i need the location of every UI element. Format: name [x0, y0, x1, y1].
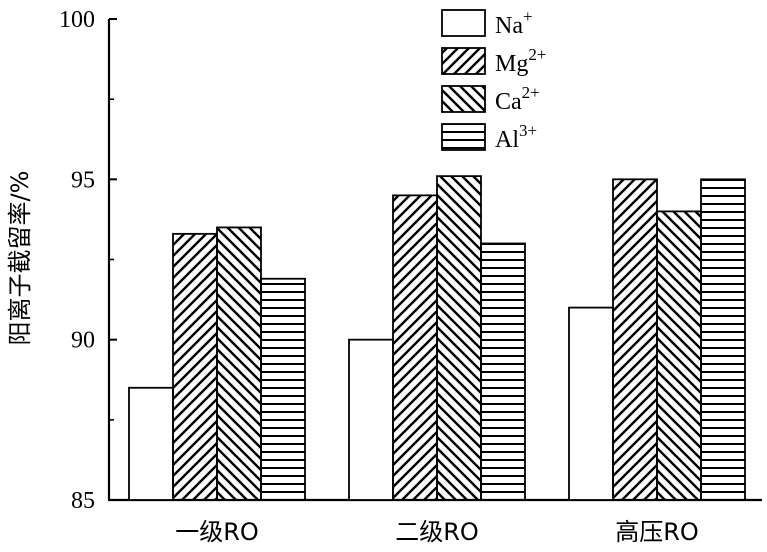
- x-category-label: 一级RO: [175, 518, 259, 546]
- y-tick-label: 90: [71, 328, 95, 354]
- bar-al-2: [480, 242, 526, 501]
- y-tick-label: 100: [59, 7, 95, 33]
- bar-mg-3: [612, 178, 658, 501]
- legend-swatch-na: [441, 9, 486, 37]
- bar-na-1: [128, 386, 174, 501]
- legend-charge: 2+: [528, 45, 546, 64]
- bar-mg-2: [392, 194, 438, 501]
- legend-label-mg: Mg2+: [495, 45, 546, 77]
- bar-na-2: [348, 338, 394, 501]
- legend-swatch-ca: [441, 85, 486, 113]
- bar-ca-3: [656, 210, 702, 501]
- legend-swatch-mg: [441, 47, 486, 75]
- legend-charge: 2+: [522, 83, 540, 102]
- x-axis-labels: 一级RO 二级RO 高压RO: [175, 518, 699, 546]
- legend: Na+ Mg2+ Ca2+ Al3+: [441, 7, 546, 153]
- x-category-label: 高压RO: [615, 518, 699, 546]
- bars-group: [128, 175, 746, 501]
- legend-label-ca: Ca2+: [495, 83, 540, 115]
- bar-al-3: [700, 178, 746, 501]
- bar-ca-1: [216, 226, 262, 501]
- legend-swatch-al: [441, 123, 486, 151]
- bar-mg-1: [172, 232, 218, 501]
- legend-charge: +: [523, 7, 533, 26]
- bar-al-1: [260, 277, 306, 501]
- y-axis-title: 阳离子截留率/%: [6, 171, 34, 346]
- x-category-label: 二级RO: [395, 518, 479, 546]
- legend-label-na: Na+: [495, 7, 533, 39]
- bar-na-3: [568, 306, 614, 501]
- y-tick-label: 95: [71, 167, 95, 193]
- legend-charge: 3+: [519, 121, 537, 140]
- legend-label-al: Al3+: [495, 121, 537, 153]
- bar-ca-2: [436, 175, 482, 501]
- y-tick-label: 85: [71, 488, 95, 514]
